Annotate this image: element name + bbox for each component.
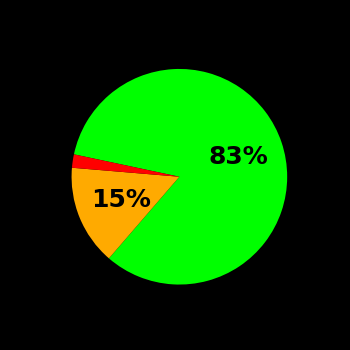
Wedge shape (72, 168, 179, 258)
Text: 15%: 15% (92, 188, 152, 212)
Wedge shape (72, 154, 179, 177)
Text: 83%: 83% (209, 145, 268, 169)
Wedge shape (74, 69, 287, 285)
